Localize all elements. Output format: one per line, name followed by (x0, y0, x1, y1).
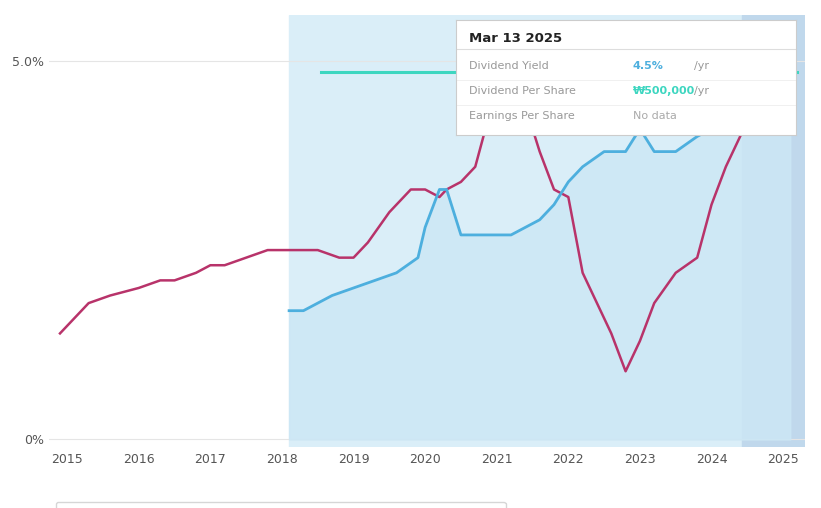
Text: Earnings Per Share: Earnings Per Share (470, 111, 575, 121)
Text: Past: Past (751, 34, 776, 47)
Text: Dividend Per Share: Dividend Per Share (470, 86, 576, 96)
Text: /yr: /yr (695, 86, 709, 96)
Text: No data: No data (633, 111, 677, 121)
Text: /yr: /yr (695, 61, 709, 71)
Text: ₩500,000: ₩500,000 (633, 86, 695, 96)
Bar (289, 15, 741, 447)
Text: 4.5%: 4.5% (633, 61, 663, 71)
Legend: Dividend Yield, Dividend Per Share, Earnings Per Share: Dividend Yield, Dividend Per Share, Earn… (56, 502, 506, 508)
Text: Mar 13 2025: Mar 13 2025 (470, 31, 562, 45)
Bar (741, 15, 805, 447)
Text: Dividend Yield: Dividend Yield (470, 61, 549, 71)
